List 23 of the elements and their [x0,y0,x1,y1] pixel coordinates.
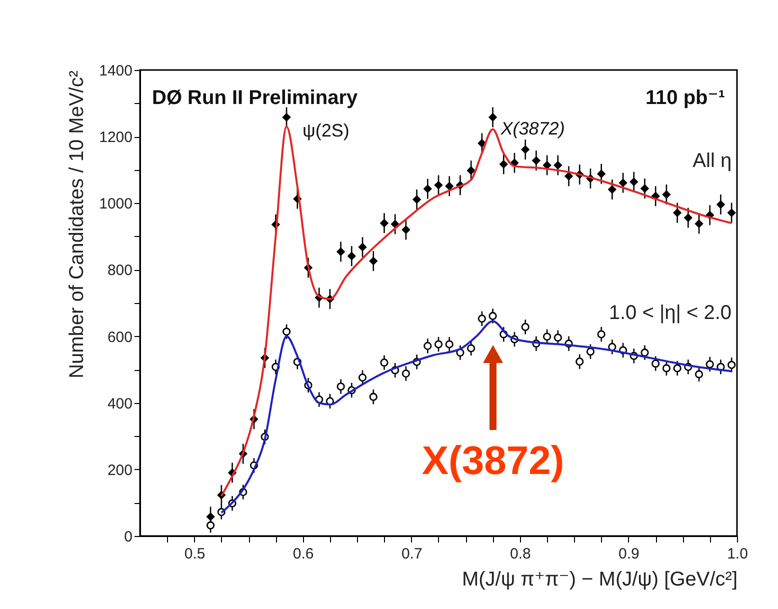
y-tick-label: 200 [107,462,132,479]
series-label: 1.0 < |η| < 2.0 [608,302,732,324]
x-axis-title: M(J/ψ π⁺π⁻) − M(J/ψ) [GeV/c²] [462,568,738,590]
x-tick-label: 1.0 [727,546,748,562]
annotation: DØ Run II Preliminary [152,87,358,109]
y-tick-label: 800 [107,262,132,280]
annotation: X(3872) [500,118,565,138]
y-tick-label: 1000 [99,196,132,213]
x-tick-label: 0.7 [401,546,422,562]
x-tick-label: 0.9 [618,546,640,562]
annotation: 110 pb⁻¹ [646,87,726,109]
y-tick-label: 1200 [99,129,132,146]
annotation: ψ(2S) [302,120,350,140]
y-tick-label: 1400 [99,62,132,80]
y-tick-label: 600 [107,328,132,346]
y-tick-label: 0 [124,528,132,546]
x-tick-label: 0.6 [292,546,314,562]
y-axis-title: Number of Candidates / 10 MeV/c² [66,70,88,378]
x-tick-label: 0.8 [510,546,531,562]
x-tick-label: 0.5 [184,546,206,562]
annotation: X(3872) [422,439,564,483]
y-tick-label: 400 [107,395,132,412]
series-label: All η [692,150,732,172]
